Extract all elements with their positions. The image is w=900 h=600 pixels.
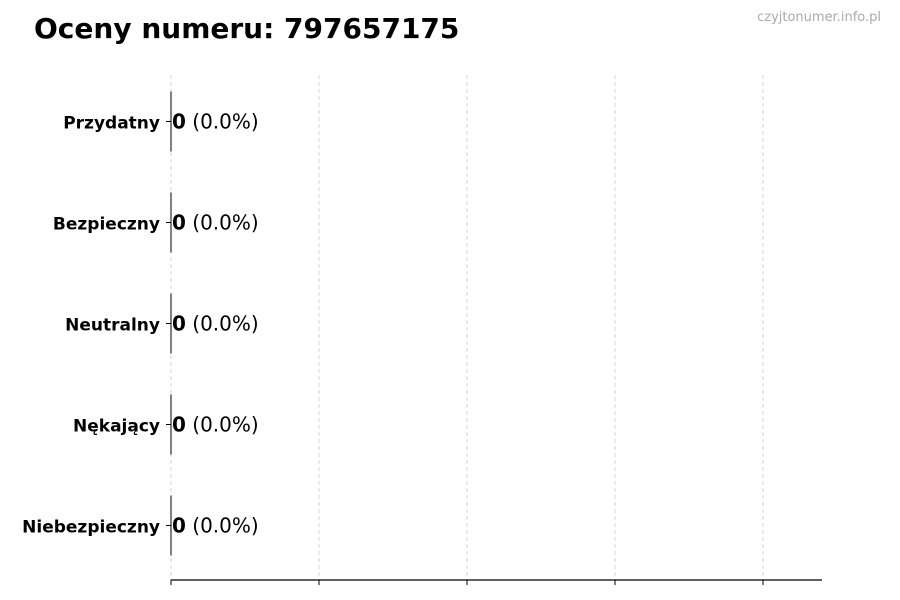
y-tick-label: Niebezpieczny [22,518,160,538]
data-label-percent: (0.0%) [186,312,259,336]
data-label: 0 (0.0%) [172,312,259,336]
y-tick-label: Przydatny [63,114,160,134]
data-label: 0 (0.0%) [172,110,259,134]
data-label: 0 (0.0%) [172,413,259,437]
data-label-count: 0 [172,514,186,538]
data-label-percent: (0.0%) [186,413,259,437]
y-tick-label: Bezpieczny [53,215,160,235]
data-label-count: 0 [172,211,186,235]
data-label: 0 (0.0%) [172,211,259,235]
chart-title: Oceny numeru: 797657175 [34,12,460,45]
data-label-count: 0 [172,110,186,134]
y-tick-label: Neutralny [65,316,160,336]
data-label: 0 (0.0%) [172,514,259,538]
watermark: czyjtonumer.info.pl [757,10,881,25]
data-label-count: 0 [172,312,186,336]
data-label-percent: (0.0%) [186,211,259,235]
data-label-count: 0 [172,413,186,437]
data-label-percent: (0.0%) [186,110,259,134]
y-tick-label: Nękający [73,417,160,437]
data-label-percent: (0.0%) [186,514,259,538]
